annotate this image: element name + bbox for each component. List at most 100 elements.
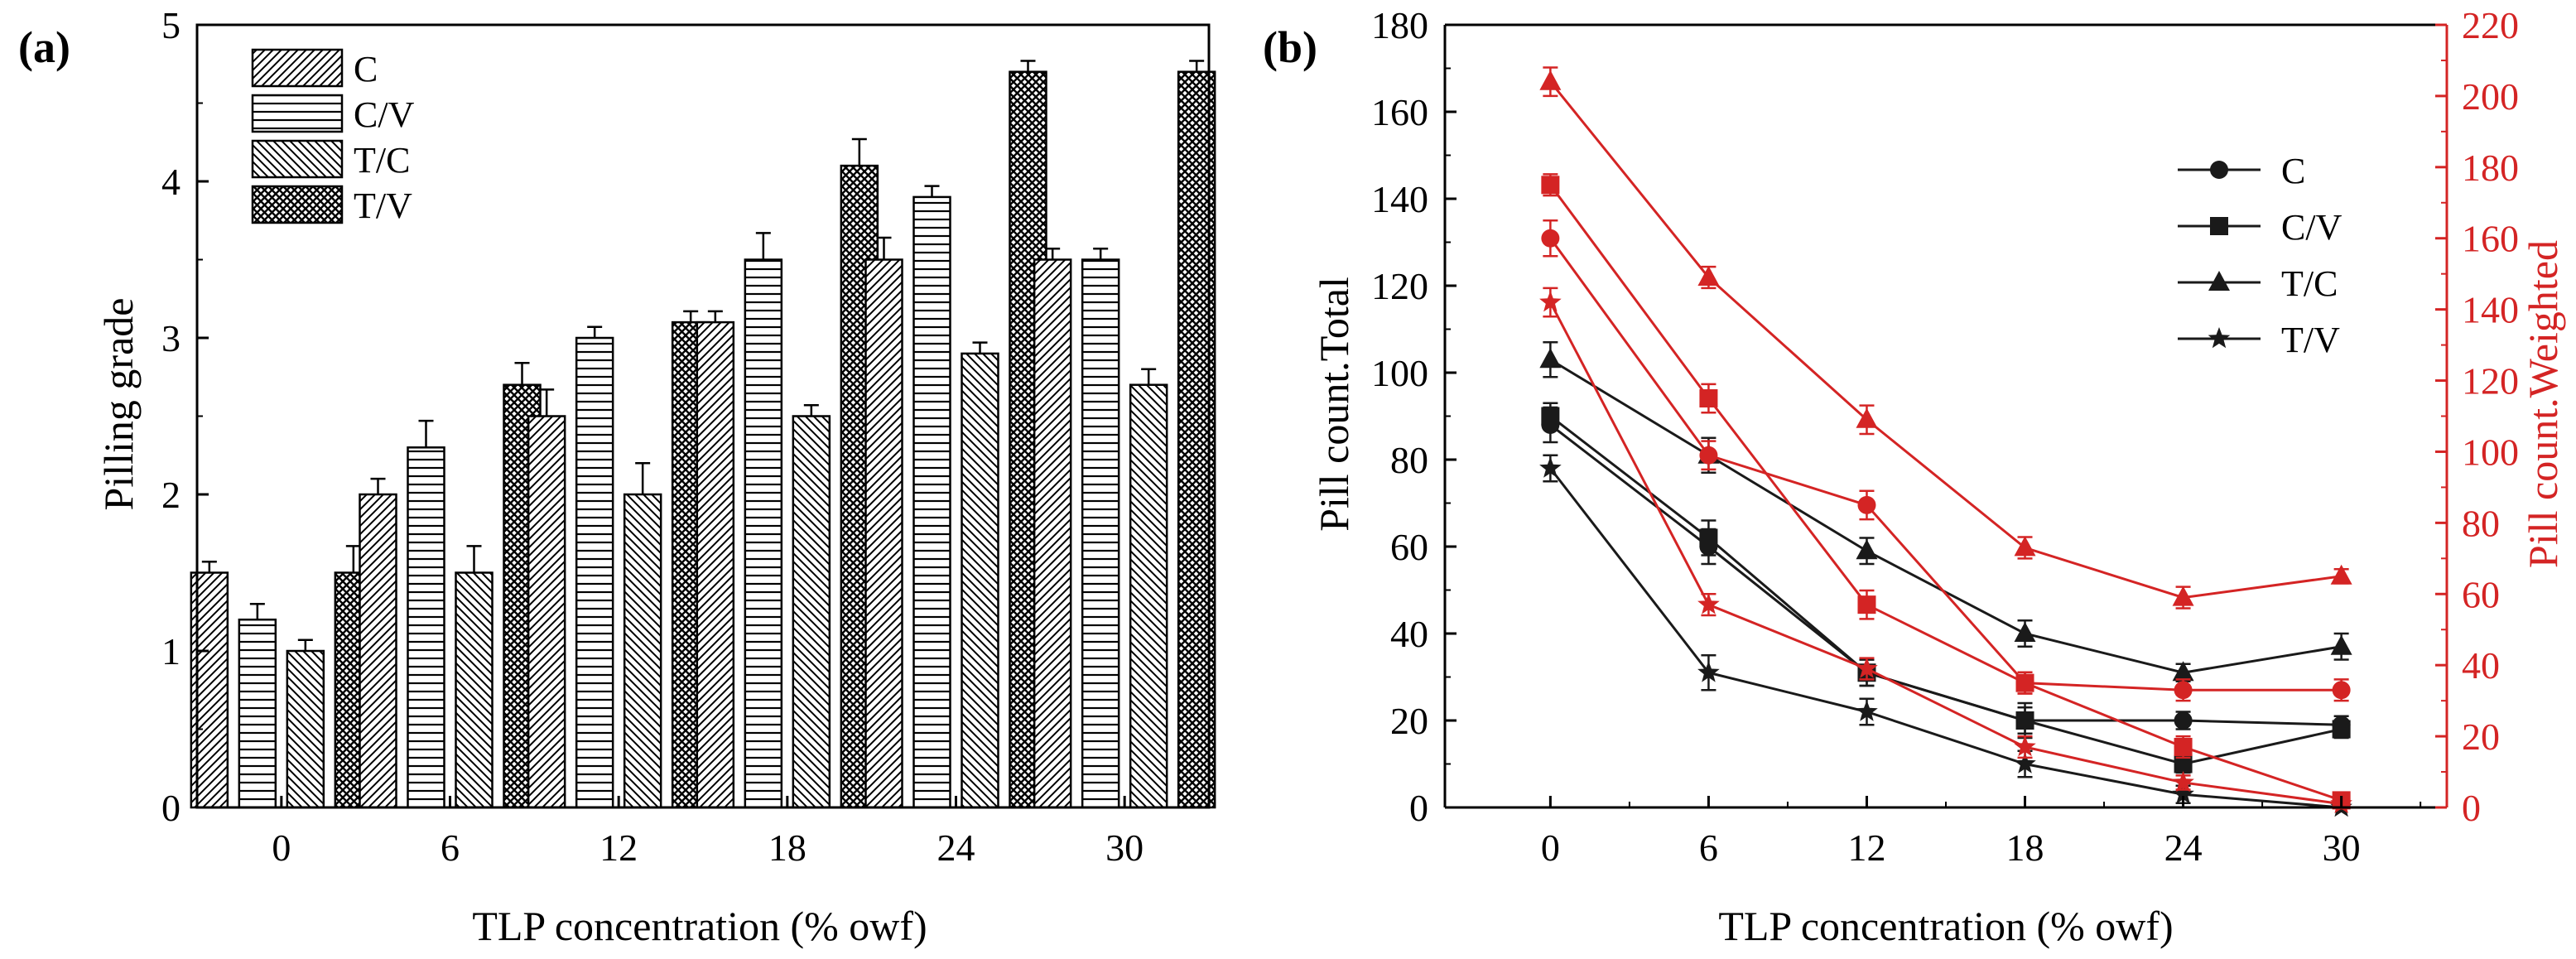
legend-swatch-TC bbox=[251, 139, 344, 179]
panel-a-ytick-label: 2 bbox=[161, 474, 181, 516]
panel-a-ytick-label: 3 bbox=[161, 317, 181, 359]
bar-TC-0 bbox=[286, 649, 325, 809]
panel-a-xtick-label: 12 bbox=[599, 826, 638, 869]
data-point bbox=[2172, 783, 2194, 804]
panel-a-xtick-label: 24 bbox=[937, 826, 975, 869]
data-point bbox=[1856, 407, 1878, 428]
bar-TC-18 bbox=[792, 415, 831, 809]
series-c bbox=[1541, 406, 2351, 740]
panel-b-ytick-label: 180 bbox=[1371, 4, 1428, 46]
panel-a-xtick-label: 18 bbox=[768, 826, 807, 869]
legend-marker-star bbox=[2208, 327, 2231, 349]
legend-swatch-TV bbox=[251, 185, 344, 224]
panel-b-xtick-label: 24 bbox=[2164, 826, 2203, 869]
panel-b-y2tick-label: 180 bbox=[2462, 147, 2519, 189]
panel-b-y2tick-label: 0 bbox=[2462, 787, 2481, 829]
panel-b-plot-area bbox=[1539, 66, 2352, 817]
legend-marker-square bbox=[2210, 217, 2228, 235]
panel-b-axes: 0204060801001201401601800204060801001201… bbox=[1371, 4, 2519, 869]
panel-b-ylabel-right: Pill count.Weighted bbox=[2520, 240, 2566, 568]
panel-b-y2tick-label: 40 bbox=[2462, 644, 2500, 687]
data-point bbox=[1539, 70, 1562, 90]
legend-label: C bbox=[2281, 151, 2305, 191]
legend-label: C/V bbox=[354, 94, 415, 135]
series-line bbox=[1549, 184, 2342, 802]
panel-b-y2tick-label: 20 bbox=[2462, 716, 2500, 758]
data-point bbox=[2014, 752, 2036, 773]
panel-a-ytick-label: 0 bbox=[161, 787, 181, 829]
panel-a-xtick-label: 0 bbox=[272, 826, 291, 869]
panel-b-xtick-label: 30 bbox=[2323, 826, 2361, 869]
series-c-v bbox=[1541, 402, 2351, 774]
data-point bbox=[1541, 229, 1560, 248]
data-point bbox=[2332, 681, 2351, 700]
series-c-v-weighted- bbox=[1541, 173, 2351, 810]
panel-b-y2tick-label: 200 bbox=[2462, 75, 2519, 118]
data-point bbox=[1539, 348, 1562, 369]
bar-TC-30 bbox=[1129, 383, 1168, 809]
data-point bbox=[2330, 634, 2352, 655]
panel-b-ytick-label: 120 bbox=[1371, 265, 1428, 307]
data-point bbox=[2330, 564, 2352, 585]
panel-a-xtick-label: 6 bbox=[441, 826, 460, 869]
panel-a-ylabel: Pilling grade bbox=[95, 298, 142, 511]
data-point bbox=[1856, 539, 1878, 560]
panel-b-y2tick-label: 80 bbox=[2462, 502, 2500, 544]
bar-C-6 bbox=[359, 493, 397, 809]
data-point bbox=[2174, 737, 2193, 756]
bar-CV-0 bbox=[238, 618, 277, 809]
bar-C-12 bbox=[527, 415, 566, 809]
data-point bbox=[2174, 754, 2193, 773]
panel-b-y2tick-label: 100 bbox=[2462, 431, 2519, 473]
panel-b-ytick-label: 140 bbox=[1371, 178, 1428, 220]
data-point bbox=[2172, 586, 2194, 606]
series-t-v-weighted- bbox=[1539, 287, 2352, 813]
panel-b-xtick-label: 18 bbox=[2006, 826, 2044, 869]
legend-label: T/V bbox=[354, 186, 412, 226]
panel-b-y2tick-label: 120 bbox=[2462, 360, 2519, 402]
bar-TC-12 bbox=[623, 493, 662, 809]
panel-b-ytick-label: 0 bbox=[1409, 787, 1428, 829]
panel-a-xlabel: TLP concentration (% owf) bbox=[472, 903, 927, 949]
data-point bbox=[2172, 770, 2194, 793]
legend-label: T/C bbox=[2281, 263, 2338, 304]
legend-label: T/V bbox=[2281, 320, 2340, 360]
panel-b-y2tick-label: 220 bbox=[2462, 4, 2519, 46]
series-line bbox=[1549, 301, 2342, 806]
data-point bbox=[2332, 720, 2351, 739]
legend-marker-circle bbox=[2210, 161, 2228, 179]
panel-a-legend: C C/V T/C T/V bbox=[251, 48, 415, 226]
series-line bbox=[1549, 423, 2342, 726]
bar-CV-12 bbox=[575, 336, 614, 809]
panel-b-y2tick-label: 160 bbox=[2462, 218, 2519, 260]
panel-b-xtick-label: 6 bbox=[1699, 826, 1718, 869]
panel-b-xlabel: TLP concentration (% owf) bbox=[1718, 903, 2173, 949]
panel-b-y2tick-label: 60 bbox=[2462, 573, 2500, 615]
bar-CV-24 bbox=[912, 195, 951, 809]
bar-C-18 bbox=[696, 320, 735, 809]
bar-C-24 bbox=[864, 258, 903, 809]
panel-a-ytick-label: 1 bbox=[161, 630, 181, 672]
data-point bbox=[2014, 622, 2036, 642]
data-point bbox=[1697, 265, 1720, 286]
panel-b-xtick-label: 12 bbox=[1847, 826, 1885, 869]
bar-CV-30 bbox=[1081, 258, 1120, 809]
data-point bbox=[2174, 711, 2193, 730]
data-point bbox=[1857, 495, 1876, 514]
legend-label: C/V bbox=[2281, 207, 2342, 248]
bar-C-30 bbox=[1033, 258, 1072, 809]
panel-a-ytick-label: 5 bbox=[161, 4, 181, 46]
series-line bbox=[1549, 467, 2342, 809]
data-point bbox=[1857, 595, 1876, 614]
panel-b-label: (b) bbox=[1263, 22, 1317, 72]
data-point bbox=[2172, 661, 2194, 682]
panel-b-ytick-label: 20 bbox=[1390, 700, 1428, 742]
series-c-weighted- bbox=[1541, 219, 2351, 702]
data-point bbox=[1541, 407, 1560, 426]
panel-b-ytick-label: 40 bbox=[1390, 613, 1428, 655]
series-line bbox=[1549, 80, 2342, 600]
legend-swatch-C bbox=[251, 48, 344, 88]
data-point bbox=[2014, 536, 2036, 557]
